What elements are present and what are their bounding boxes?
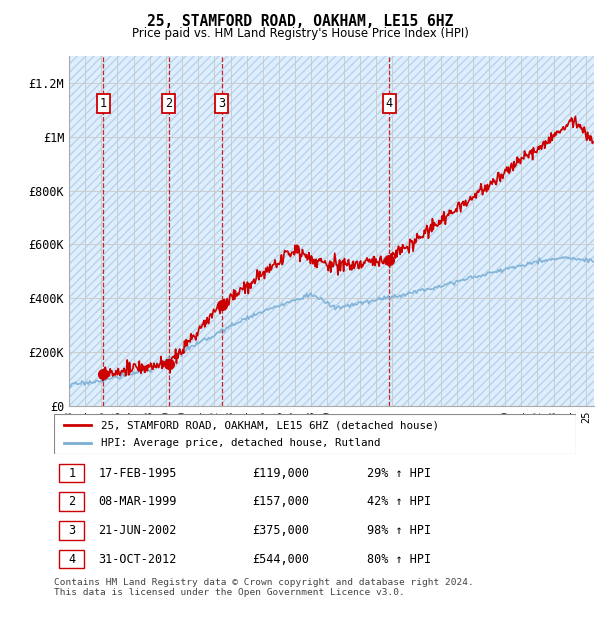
Text: 4: 4 [68, 552, 76, 565]
Text: 3: 3 [68, 524, 76, 537]
Text: 1: 1 [100, 97, 107, 110]
Text: 3: 3 [218, 97, 226, 110]
Text: 17-FEB-1995: 17-FEB-1995 [98, 467, 177, 480]
Text: 2: 2 [165, 97, 172, 110]
Text: 31-OCT-2012: 31-OCT-2012 [98, 552, 177, 565]
Text: 1: 1 [68, 467, 76, 480]
Text: 08-MAR-1999: 08-MAR-1999 [98, 495, 177, 508]
Text: £544,000: £544,000 [253, 552, 310, 565]
Text: 25, STAMFORD ROAD, OAKHAM, LE15 6HZ (detached house): 25, STAMFORD ROAD, OAKHAM, LE15 6HZ (det… [101, 420, 439, 431]
FancyBboxPatch shape [54, 414, 576, 454]
Text: 29% ↑ HPI: 29% ↑ HPI [367, 467, 431, 480]
FancyBboxPatch shape [59, 464, 84, 482]
Text: 4: 4 [386, 97, 393, 110]
Text: 25, STAMFORD ROAD, OAKHAM, LE15 6HZ: 25, STAMFORD ROAD, OAKHAM, LE15 6HZ [147, 14, 453, 29]
FancyBboxPatch shape [59, 550, 84, 569]
Text: 80% ↑ HPI: 80% ↑ HPI [367, 552, 431, 565]
Text: HPI: Average price, detached house, Rutland: HPI: Average price, detached house, Rutl… [101, 438, 380, 448]
Text: 42% ↑ HPI: 42% ↑ HPI [367, 495, 431, 508]
FancyBboxPatch shape [59, 521, 84, 540]
Text: 21-JUN-2002: 21-JUN-2002 [98, 524, 177, 537]
Text: 2: 2 [68, 495, 76, 508]
Text: £119,000: £119,000 [253, 467, 310, 480]
FancyBboxPatch shape [59, 492, 84, 511]
Text: Contains HM Land Registry data © Crown copyright and database right 2024.
This d: Contains HM Land Registry data © Crown c… [54, 578, 474, 597]
Text: £157,000: £157,000 [253, 495, 310, 508]
Text: Price paid vs. HM Land Registry's House Price Index (HPI): Price paid vs. HM Land Registry's House … [131, 27, 469, 40]
Text: £375,000: £375,000 [253, 524, 310, 537]
Text: 98% ↑ HPI: 98% ↑ HPI [367, 524, 431, 537]
